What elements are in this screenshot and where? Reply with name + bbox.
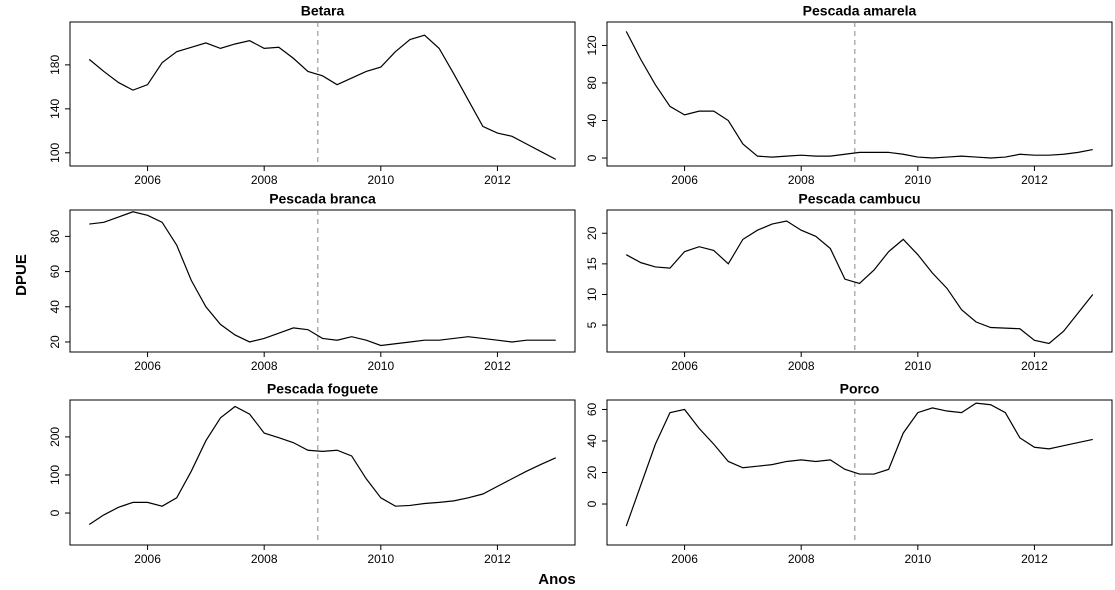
x-tick-label: 2008 — [788, 552, 815, 566]
x-tick-label: 2008 — [251, 552, 278, 566]
line — [88, 405, 556, 525]
y-tick-label: 140 — [48, 99, 62, 119]
y-tick-label: 20 — [585, 466, 599, 480]
y-tick-label: 100 — [48, 465, 62, 485]
y-tick-label: 20 — [585, 226, 599, 240]
y-tick-label: 80 — [48, 229, 62, 243]
x-tick-label: 2012 — [1021, 359, 1048, 373]
x-tick-label: 2012 — [484, 359, 511, 373]
y-tick-label: 15 — [585, 257, 599, 271]
y-tick-label: 0 — [585, 500, 599, 507]
y-tick-label: 10 — [585, 287, 599, 301]
x-tick-label: 2012 — [1021, 173, 1048, 187]
panel-title: Betara — [301, 3, 345, 19]
x-tick-label: 2010 — [904, 173, 931, 187]
y-tick-label: 20 — [48, 335, 62, 349]
x-tick-label: 2012 — [484, 552, 511, 566]
x-tick-label: 2006 — [671, 173, 698, 187]
plot-frame — [606, 209, 1113, 353]
x-tick-label: 2010 — [904, 359, 931, 373]
x-axis-label: Anos — [538, 571, 576, 588]
plot-frame — [606, 399, 1113, 546]
x-tick-label: 2006 — [134, 173, 161, 187]
x-tick-label: 2006 — [134, 359, 161, 373]
x-tick-label: 2006 — [134, 552, 161, 566]
plot-frame — [69, 21, 576, 167]
plot-frame — [69, 209, 576, 353]
x-tick-label: 2010 — [367, 173, 394, 187]
panel-title: Pescada amarela — [803, 3, 917, 19]
panel-title: Porco — [840, 381, 880, 397]
line — [625, 31, 1093, 159]
y-tick-label: 180 — [48, 55, 62, 75]
x-tick-label: 2012 — [484, 173, 511, 187]
panel-title: Pescada cambucu — [798, 191, 920, 207]
y-tick-label: 40 — [48, 300, 62, 314]
y-tick-label: 40 — [585, 114, 599, 128]
y-tick-label: 120 — [585, 35, 599, 55]
x-tick-label: 2010 — [367, 359, 394, 373]
x-tick-label: 2008 — [788, 359, 815, 373]
x-tick-label: 2008 — [251, 359, 278, 373]
y-tick-label: 0 — [48, 509, 62, 516]
x-tick-label: 2010 — [367, 552, 394, 566]
line — [625, 402, 1093, 527]
line — [89, 211, 556, 347]
y-tick-label: 200 — [48, 427, 62, 447]
y-tick-label: 80 — [585, 76, 599, 90]
y-tick-label: 60 — [585, 402, 599, 416]
y-tick-label: 5 — [585, 321, 599, 328]
x-tick-label: 2006 — [671, 359, 698, 373]
x-tick-label: 2006 — [671, 552, 698, 566]
panel-title: Pescada foguete — [267, 381, 378, 397]
y-tick-label: 0 — [585, 154, 599, 161]
panel-title: Pescada branca — [269, 191, 376, 207]
line — [88, 34, 557, 160]
plot-frame — [69, 399, 576, 546]
x-tick-label: 2008 — [251, 173, 278, 187]
y-tick-label: 100 — [48, 142, 62, 162]
y-tick-label: 40 — [585, 434, 599, 448]
line — [625, 220, 1094, 345]
y-tick-label: 60 — [48, 265, 62, 279]
y-axis-label: DPUE — [13, 254, 30, 296]
x-tick-label: 2010 — [904, 552, 931, 566]
x-tick-label: 2012 — [1021, 552, 1048, 566]
plot-frame — [606, 21, 1113, 167]
x-tick-label: 2008 — [788, 173, 815, 187]
